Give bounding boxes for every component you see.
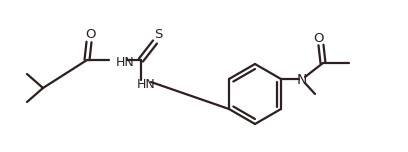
Text: HN: HN bbox=[137, 78, 156, 90]
Text: O: O bbox=[85, 29, 95, 41]
Text: O: O bbox=[314, 31, 324, 45]
Text: HN: HN bbox=[116, 55, 135, 69]
Text: N: N bbox=[297, 73, 307, 87]
Text: S: S bbox=[154, 29, 162, 41]
